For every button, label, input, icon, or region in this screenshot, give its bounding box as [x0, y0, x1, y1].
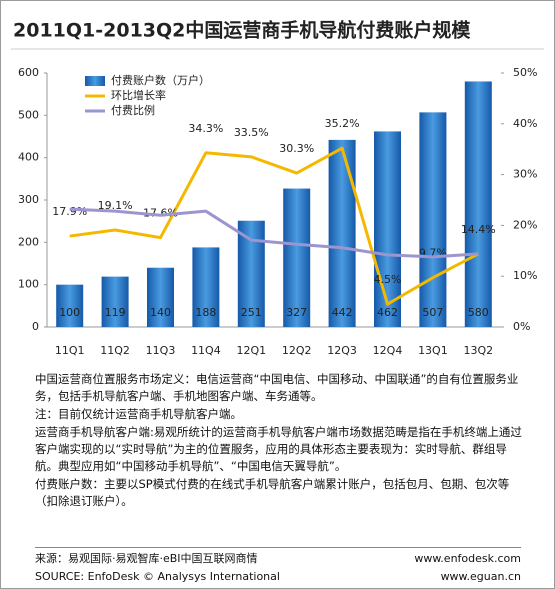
- x-tick-label: 13Q1: [418, 344, 448, 357]
- note: 中国运营商位置服务市场定义：电信运营商“中国电信、中国移动、中国联通”的自有位置…: [35, 372, 519, 403]
- bar: [328, 139, 356, 327]
- bar: [283, 188, 311, 327]
- source: SOURCE: EnfoDesk © Analysys Internationa…: [35, 570, 280, 583]
- note: 付费账户数：主要以SP模式付费的在线式手机导航客户端累计账户，包括包月、包期、包…: [35, 477, 510, 508]
- bar: [147, 267, 174, 327]
- bar: [464, 81, 492, 327]
- data-label: 34.3%: [188, 122, 223, 135]
- chart-title: 2011Q1-2013Q2中国运营商手机导航付费账户规模: [13, 19, 471, 42]
- bar-value-label: 140: [150, 306, 171, 319]
- data-label: 4.5%: [374, 273, 402, 286]
- bar-value-label: 119: [105, 306, 126, 319]
- y-tick-label: 600: [18, 66, 39, 79]
- data-label: 14.4%: [461, 223, 496, 236]
- bar-value-label: 462: [377, 306, 398, 319]
- x-tick-label: 11Q2: [100, 344, 130, 357]
- data-label: 17.6%: [143, 207, 178, 220]
- line: [69, 146, 479, 306]
- data-label: 30.3%: [279, 142, 314, 155]
- data-label: 35.2%: [325, 117, 360, 130]
- bar: [56, 284, 84, 327]
- legend-swatch: [85, 76, 105, 86]
- url: www.enfodesk.com: [414, 552, 521, 565]
- legend-label: 付费账户数（万户）: [111, 73, 210, 87]
- x-tick-label: 11Q1: [55, 344, 85, 357]
- line: [69, 207, 479, 259]
- bar-value-label: 442: [332, 306, 353, 319]
- y2-tick-label: 20%: [513, 218, 537, 231]
- y2-tick-label: 10%: [513, 269, 537, 282]
- bar-value-label: 251: [241, 306, 262, 319]
- y-tick-label: 300: [18, 193, 39, 206]
- footer: 来源：易观国际·易观智库·eBI中国互联网商情 www.enfodesk.com …: [35, 547, 521, 586]
- data-label: 19.1%: [98, 199, 133, 212]
- bar-value-label: 580: [468, 306, 489, 319]
- y2-tick-label: 50%: [513, 66, 537, 79]
- data-label: 33.5%: [234, 126, 269, 139]
- x-tick-label: 13Q2: [463, 344, 493, 357]
- bar: [419, 112, 447, 328]
- x-tick-label: 12Q3: [327, 344, 357, 357]
- bar: [192, 247, 220, 327]
- x-tick-label: 12Q2: [282, 344, 312, 357]
- data-label: 17.9%: [52, 205, 87, 218]
- bar-value-label: 100: [59, 306, 80, 319]
- y-tick-label: 100: [18, 278, 39, 291]
- notes: 中国运营商位置服务市场定义：电信运营商“中国电信、中国移动、中国联通”的自有位置…: [35, 371, 525, 511]
- bar: [374, 131, 401, 327]
- x-tick-label: 11Q3: [146, 344, 176, 357]
- y-tick-label: 500: [18, 108, 39, 121]
- y2-tick-label: 40%: [513, 117, 537, 130]
- y2-tick-label: 0%: [513, 320, 530, 333]
- bar-value-label: 327: [286, 306, 307, 319]
- x-tick-label: 12Q1: [236, 344, 266, 357]
- legend-label: 付费比例: [111, 103, 155, 117]
- chart: 2011Q1-2013Q2中国运营商手机导航付费账户规模 0 100 200 300 4…: [11, 19, 544, 357]
- legend-label: 环比增长率: [111, 88, 166, 102]
- note: 注：目前仅统计运营商手机导航客户端。: [35, 407, 242, 421]
- x-tick-label: 11Q4: [191, 344, 221, 357]
- y-tick-label: 400: [18, 151, 39, 164]
- source: 来源：易观国际·易观智库·eBI中国互联网商情: [35, 552, 258, 565]
- bar-value-label: 188: [195, 306, 216, 319]
- url: www.eguan.cn: [440, 570, 521, 583]
- x-tick-label: 12Q4: [373, 344, 403, 357]
- bar-value-label: 507: [422, 306, 443, 319]
- note: 运营商手机导航客户端:易观所统计的运营商手机导航客户端市场数据范畴是指在手机终端…: [35, 425, 522, 473]
- bar: [101, 276, 129, 327]
- y-tick-label: 0: [32, 320, 39, 333]
- y-tick-label: 200: [18, 235, 39, 248]
- y2-tick-label: 30%: [513, 168, 537, 181]
